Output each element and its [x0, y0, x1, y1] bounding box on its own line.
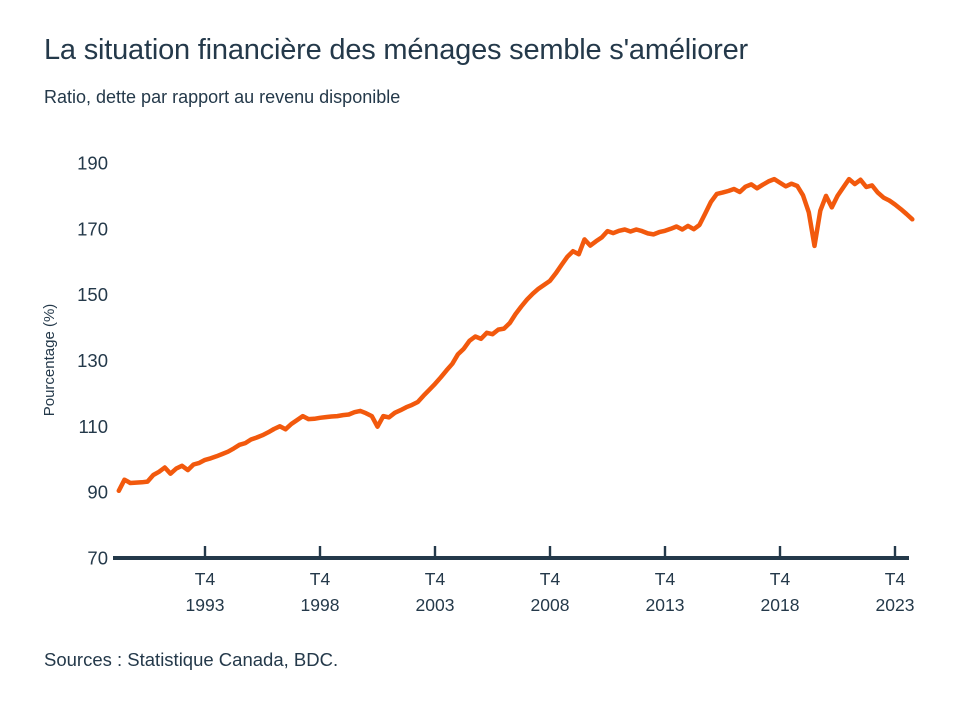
y-axis-title: Pourcentage (%) [41, 304, 58, 417]
x-tick-label-year: 1993 [186, 595, 225, 615]
y-tick-label: 150 [77, 284, 108, 305]
sources-caption: Sources : Statistique Canada, BDC. [44, 649, 339, 670]
x-tick-label-year: 2023 [876, 595, 915, 615]
x-tick-label-year: 2013 [646, 595, 685, 615]
y-tick-label: 190 [77, 153, 108, 174]
x-tick-label-year: 2018 [761, 595, 800, 615]
page-title: La situation financière des ménages semb… [44, 34, 749, 66]
x-tick-label-quarter: T4 [310, 569, 331, 589]
x-tick-label-quarter: T4 [195, 569, 216, 589]
y-tick-label: 170 [77, 218, 108, 239]
x-tick-label-quarter: T4 [770, 569, 791, 589]
debt-ratio-series-line [116, 176, 915, 494]
x-tick-label-year: 2008 [531, 595, 570, 615]
x-tick-label-quarter: T4 [885, 569, 906, 589]
y-tick-label: 90 [87, 482, 108, 503]
x-tick-label-quarter: T4 [425, 569, 446, 589]
x-tick-label-year: 1998 [301, 595, 340, 615]
y-tick-label: 70 [87, 548, 108, 569]
x-tick-label-quarter: T4 [540, 569, 561, 589]
y-tick-label: 110 [79, 416, 109, 437]
x-tick-label-year: 2003 [416, 595, 455, 615]
y-tick-label: 130 [77, 350, 108, 371]
page-subtitle: Ratio, dette par rapport au revenu dispo… [44, 87, 401, 107]
x-tick-label-quarter: T4 [655, 569, 676, 589]
